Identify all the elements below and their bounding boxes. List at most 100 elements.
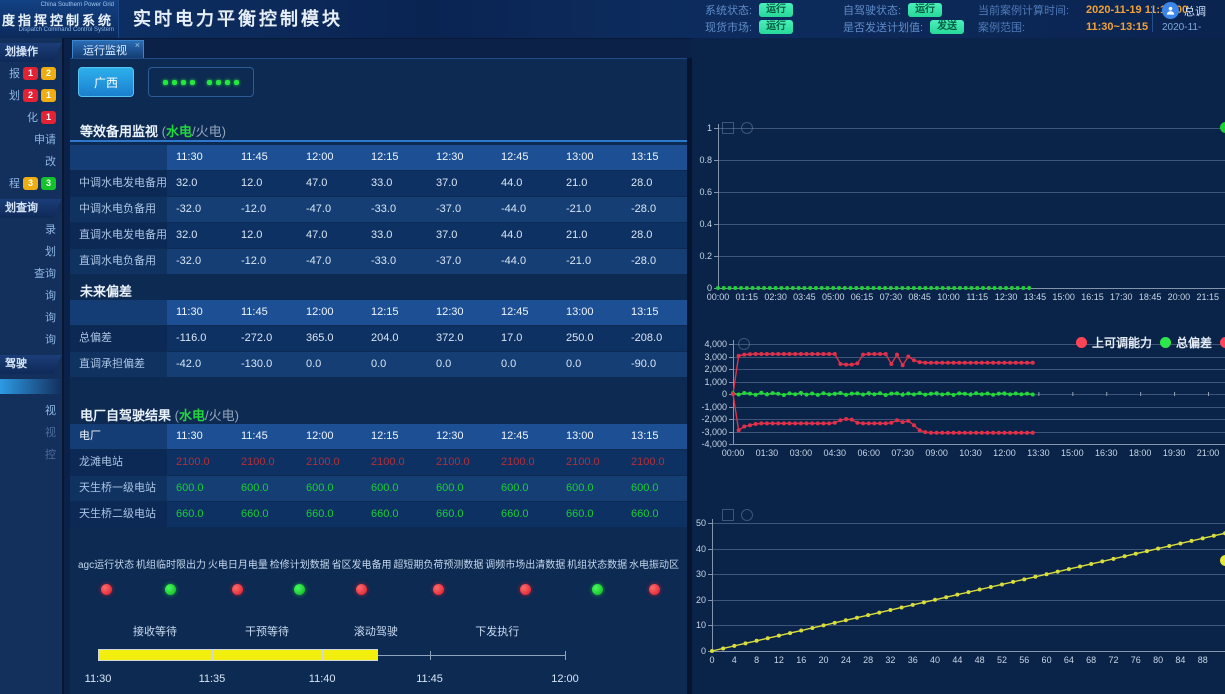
count-badge: 1 xyxy=(41,88,56,102)
table-cell: 660.0 xyxy=(176,508,204,520)
sidebar-item[interactable]: 控 xyxy=(0,443,62,465)
table-header-cell: 11:45 xyxy=(241,430,268,442)
table-cell: -44.0 xyxy=(501,255,527,267)
table-cell: 372.0 xyxy=(436,332,464,344)
table-header-cell: 11:45 xyxy=(241,306,268,318)
drive-progress: 接收等待 干预等待 滚动驾驶 下发执行 11:30 11:35 11:40 11:45 12:0… xyxy=(85,617,579,687)
top-bar: China Southern Power Grid 度指挥控制系统 Dispat… xyxy=(0,0,1225,39)
table-deviation: 11:30 11:45 12:00 12:15 12:30 12:45 13:00 13:15… xyxy=(70,300,687,378)
table-reserve: 11:30 11:45 12:00 12:15 12:30 12:45 13:00 13:15… xyxy=(70,145,687,275)
progress-time-label: 11:40 xyxy=(308,673,336,685)
legend-item[interactable]: 上可调能力 xyxy=(1075,334,1152,351)
region-button-guangxi[interactable]: 广西 xyxy=(78,67,134,97)
table-row: 直调承担偏差 -42.0 -130.0 0.0 0.0 0.0 0.0 0.0 -90.0 xyxy=(70,352,687,377)
stage-label: 下发执行 xyxy=(475,626,520,638)
sidebar-item-label: 化 xyxy=(27,112,38,124)
user-avatar-icon xyxy=(1162,2,1179,19)
table-cell: 0.0 xyxy=(436,358,452,370)
data-source-item: 机组临时限出力 xyxy=(136,556,206,595)
sidebar-item[interactable]: 视 xyxy=(0,399,62,421)
chart-ramp-canvas[interactable] xyxy=(692,493,1225,693)
row-label: 龙滩电站 xyxy=(70,450,167,475)
status-dot xyxy=(232,584,244,595)
status-dot xyxy=(100,584,112,595)
panel-divider xyxy=(687,58,692,694)
table-cell: 2100.0 xyxy=(436,456,470,468)
progress-segment xyxy=(98,649,212,661)
dot-group-2 xyxy=(207,79,239,85)
chart-save-icon[interactable] xyxy=(722,509,734,521)
sidebar-item[interactable]: 询 xyxy=(0,284,62,306)
table-cell: 660.0 xyxy=(566,508,594,520)
close-icon[interactable]: × xyxy=(134,40,140,50)
table-cell: 12.0 xyxy=(241,177,263,189)
table-cell: -33.0 xyxy=(371,203,397,215)
data-source-label: 检修计划数据 xyxy=(269,560,330,571)
table-cell: -12.0 xyxy=(241,255,267,267)
count-badge: 1 xyxy=(23,66,38,80)
status-dot xyxy=(648,584,660,595)
case-time-label: 当前案例计算时间: xyxy=(978,5,1070,17)
progress-segment xyxy=(322,649,379,661)
progress-time-label: 11:45 xyxy=(416,673,443,685)
table-cell: 0.0 xyxy=(306,358,322,370)
status-dot xyxy=(519,584,531,595)
table-header-cell: 12:15 xyxy=(371,430,399,442)
table-cell: 600.0 xyxy=(241,482,269,494)
row-label: 直调水电负备用 xyxy=(70,249,167,274)
sidebar-item[interactable]: 询 xyxy=(0,328,62,350)
table-cell: 37.0 xyxy=(436,177,458,189)
table-cell: 32.0 xyxy=(176,177,198,189)
status-group-2: 自驾驶状态: 运行 是否发送计划值: 发送 xyxy=(843,3,965,34)
sidebar-item-label: 询 xyxy=(45,290,56,302)
table-cell: 28.0 xyxy=(631,229,653,241)
sidebar-item[interactable]: 视 xyxy=(0,421,62,443)
chart-toolbar xyxy=(738,338,750,350)
chart-save-icon[interactable] xyxy=(722,122,734,134)
table-header-cell xyxy=(70,300,167,325)
chart-capability-canvas[interactable] xyxy=(692,330,1225,470)
sidebar-item-selected[interactable] xyxy=(0,379,62,394)
table-header-cell: 12:00 xyxy=(306,306,334,318)
user-menu[interactable]: 总调 2020-11- xyxy=(1162,2,1225,33)
green-dot xyxy=(225,79,230,85)
table-cell: -272.0 xyxy=(241,332,273,344)
chart-refresh-icon[interactable] xyxy=(738,338,750,350)
chart-capability: 上可调能力 总偏差 xyxy=(692,330,1225,470)
sidebar-item[interactable]: 询 xyxy=(0,306,62,328)
legend-item[interactable] xyxy=(1220,337,1225,348)
data-source-label: 机组临时限出力 xyxy=(135,560,206,571)
sidebar-item[interactable]: 划 xyxy=(0,240,62,262)
table-cell: 44.0 xyxy=(501,229,523,241)
table-cell: 600.0 xyxy=(306,482,334,494)
case-range-value: 11:30~13:15 xyxy=(1086,21,1149,33)
table-header-cell xyxy=(70,145,167,170)
legend-item[interactable]: 总偏差 xyxy=(1159,334,1212,351)
table-cell: -44.0 xyxy=(501,203,527,215)
table-header-cell: 12:30 xyxy=(436,306,464,318)
legend-dot-cut xyxy=(1220,555,1225,566)
region-status-dots xyxy=(148,67,254,97)
legend-dot-cut xyxy=(1220,122,1225,133)
chart-refresh-icon[interactable] xyxy=(741,509,753,521)
table-cell: 600.0 xyxy=(631,482,659,494)
chart-refresh-icon[interactable] xyxy=(741,122,753,134)
sidebar-item[interactable]: 查询 xyxy=(0,262,62,284)
header-divider xyxy=(1152,6,1153,32)
table-header-cell: 电厂 xyxy=(70,424,167,449)
row-label: 天生桥二级电站 xyxy=(70,502,167,527)
status-dot xyxy=(591,584,603,595)
table-cell: 2100.0 xyxy=(241,456,275,468)
sidebar-item[interactable]: 改 xyxy=(0,150,62,172)
sidebar-item[interactable]: 申请 xyxy=(0,128,62,150)
chart-status-canvas[interactable] xyxy=(692,100,1225,310)
data-source-item: 机组状态数据 xyxy=(567,556,627,595)
table-header-cell: 13:15 xyxy=(631,151,659,163)
table-cell: 32.0 xyxy=(176,229,198,241)
sidebar-item[interactable]: 录 xyxy=(0,218,62,240)
data-source-item: 调频市场出清数据 xyxy=(485,556,565,595)
